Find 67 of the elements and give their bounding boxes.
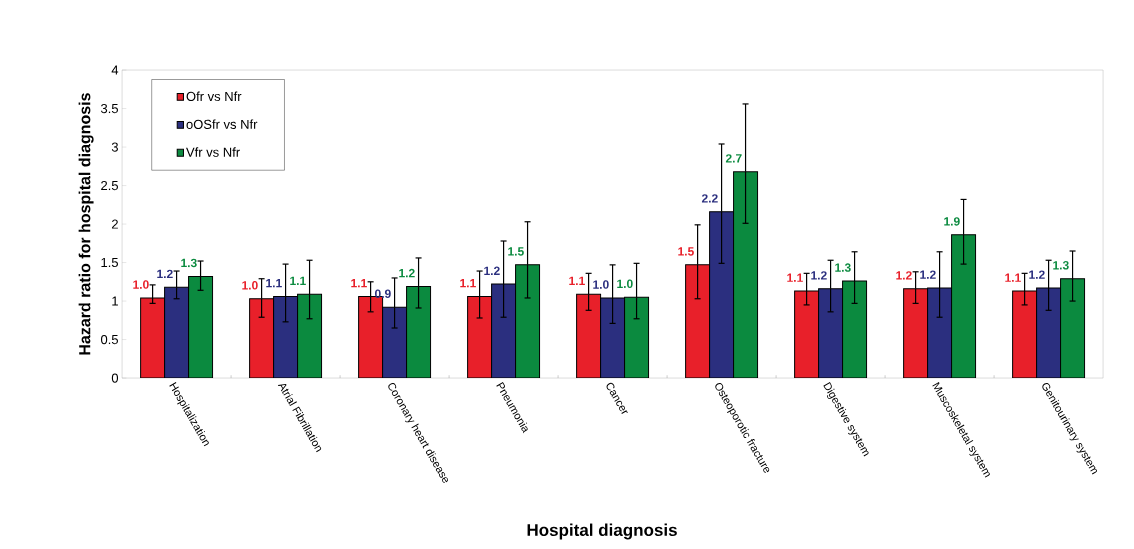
data-label: 1.0 — [617, 279, 633, 288]
data-label: 1.1 — [1005, 273, 1021, 282]
data-label: 1.1 — [460, 278, 476, 288]
bar — [467, 295, 493, 379]
data-label: 1.2 — [920, 270, 936, 279]
bar — [818, 288, 844, 379]
data-label: 1.2 — [484, 266, 500, 275]
data-label: 0.9 — [374, 289, 391, 299]
bar — [600, 297, 626, 379]
bar — [576, 293, 602, 379]
data-label: 2.2 — [701, 194, 718, 203]
y-tick-label: 4 — [111, 65, 119, 75]
bar — [1060, 278, 1086, 379]
bar — [685, 264, 711, 379]
bar — [733, 171, 759, 379]
data-label: 1.2 — [399, 268, 415, 278]
legend-label: oOSfr vs Nfr — [186, 119, 258, 129]
bar — [140, 297, 166, 379]
data-label: 1.3 — [835, 263, 851, 272]
y-tick-label: 3.5 — [100, 103, 118, 114]
data-label: 1.0 — [133, 280, 149, 289]
y-tick-label: 2 — [111, 219, 118, 229]
y-axis-title: Hazard ratio for hospital diagnosis — [78, 93, 94, 355]
legend-label: Vfr vs Nfr — [186, 147, 240, 157]
bar — [1012, 290, 1038, 379]
bar — [273, 296, 298, 379]
bar — [297, 294, 322, 379]
data-label: 1.1 — [290, 276, 306, 285]
data-label: 1.0 — [242, 281, 258, 290]
bar — [709, 211, 735, 379]
y-tick-label: 1 — [112, 296, 118, 306]
y-tick-label: 3 — [111, 142, 118, 152]
bar — [1036, 287, 1062, 379]
data-label: 1.3 — [181, 258, 197, 268]
bar — [491, 283, 517, 379]
data-label: 1.3 — [1053, 261, 1069, 270]
y-tick-label: 0 — [111, 373, 119, 383]
x-axis-title: Hospital diagnosis — [527, 523, 677, 540]
data-label: 1.1 — [266, 278, 282, 288]
data-label: 1.2 — [896, 271, 912, 280]
bar — [382, 306, 408, 379]
data-label: 1.1 — [351, 278, 367, 288]
data-label: 1.2 — [811, 271, 827, 280]
y-tick-label: 2.5 — [101, 180, 118, 191]
bar — [164, 286, 190, 379]
bar — [842, 280, 868, 379]
bar — [624, 296, 650, 379]
data-label: 1.1 — [787, 273, 803, 282]
bar — [903, 288, 929, 379]
data-label: 2.7 — [725, 154, 742, 163]
data-label: 1.9 — [944, 217, 960, 226]
bar — [951, 234, 977, 379]
data-label: 1.2 — [157, 269, 173, 278]
data-label: 1.5 — [678, 247, 694, 256]
y-tick-label: 1.5 — [101, 258, 118, 268]
bar — [794, 290, 820, 379]
bar — [927, 287, 953, 379]
y-tick-label: 0.5 — [100, 334, 118, 345]
data-label: 1.5 — [508, 247, 524, 256]
bar — [515, 264, 541, 379]
bar — [188, 275, 214, 379]
data-label: 1.2 — [1029, 270, 1045, 279]
bar — [406, 285, 432, 379]
legend-label: Ofr vs Nfr — [186, 91, 242, 102]
data-label: 1.0 — [593, 280, 609, 289]
data-label: 1.1 — [569, 276, 585, 285]
bar — [249, 298, 274, 379]
